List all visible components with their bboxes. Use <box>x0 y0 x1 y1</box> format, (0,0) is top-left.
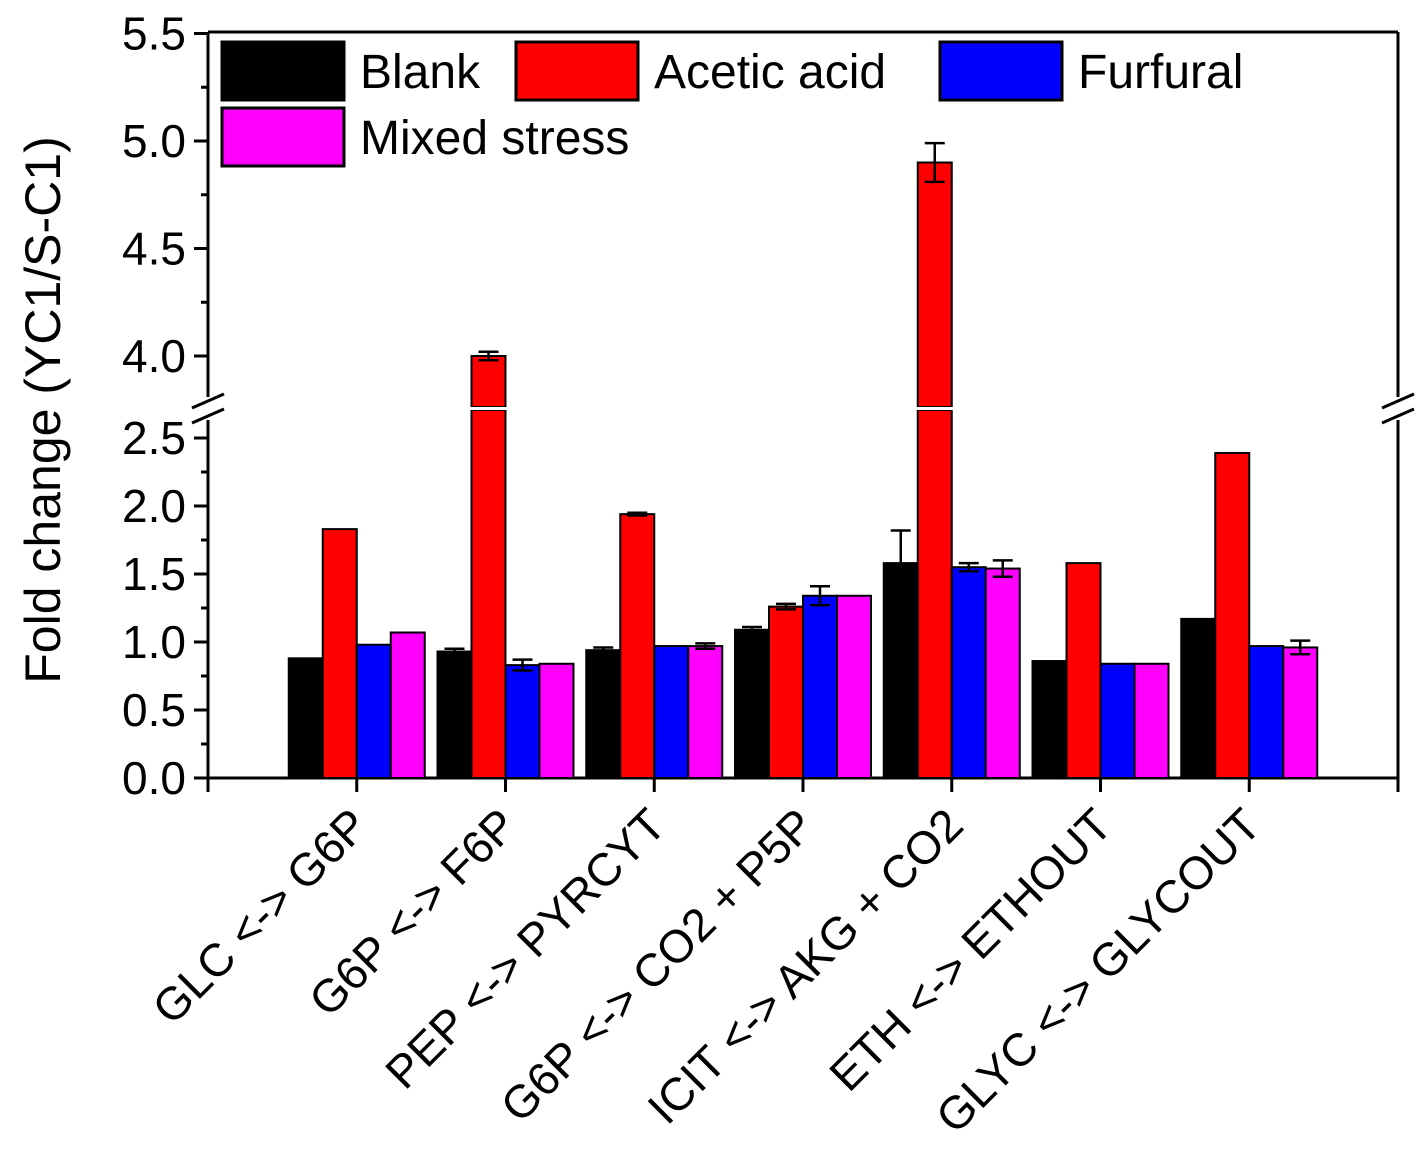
bar <box>653 645 690 780</box>
bar <box>470 355 507 408</box>
bar <box>470 409 507 779</box>
y-tick-label: 2.0 <box>122 480 186 532</box>
bar <box>1282 646 1319 779</box>
axis-break-mark-right <box>1381 392 1415 410</box>
bar <box>389 631 426 779</box>
bars-layer <box>287 161 1319 780</box>
bar <box>1133 662 1170 780</box>
legend-label: Blank <box>360 46 481 99</box>
bar <box>619 513 656 779</box>
bar <box>734 628 770 780</box>
bar <box>321 528 358 779</box>
y-tick-label: 2.5 <box>122 412 186 464</box>
bar <box>287 657 324 780</box>
bar <box>1031 660 1068 779</box>
bar-break-gap <box>469 407 508 410</box>
axis-break-mark-right <box>1381 407 1415 425</box>
legend-swatch <box>220 106 346 168</box>
y-tick-label: 5.5 <box>122 8 186 60</box>
bar <box>1099 662 1136 780</box>
bar <box>585 649 622 779</box>
bar <box>1248 645 1285 780</box>
legend: Blank Acetic acid Furfural Mixed stress <box>220 40 1243 168</box>
y-tick-label: 5.0 <box>122 115 186 167</box>
y-tick-label: 4.0 <box>122 330 186 382</box>
axis-break-mark-left <box>191 407 225 425</box>
y-axis-title: Fold change (YC1/S-C1) <box>15 136 71 683</box>
error-bars-layer <box>444 141 1311 672</box>
x-tick-label: PEP <-> PYRCYT <box>375 798 675 1098</box>
bar <box>1214 451 1251 779</box>
bar <box>1180 617 1217 779</box>
bar <box>984 567 1021 779</box>
bar <box>687 645 724 780</box>
bar <box>1065 562 1102 779</box>
bar <box>504 664 541 779</box>
bar <box>950 566 987 780</box>
axis-break-mark-left <box>191 392 225 410</box>
bar <box>768 605 804 780</box>
y-tick-label: 0.5 <box>122 684 186 736</box>
legend-swatch <box>220 40 346 102</box>
bar <box>436 650 473 780</box>
bar <box>355 643 392 779</box>
x-tick-label: ETH <-> ETHOUT <box>819 798 1121 1100</box>
bar <box>802 594 838 780</box>
legend-label: Acetic acid <box>654 46 886 99</box>
legend-label: Mixed stress <box>360 112 629 165</box>
legend-swatch <box>514 40 640 102</box>
bar <box>836 594 872 780</box>
y-tick-label: 0.0 <box>122 752 186 804</box>
y-tick-label: 4.5 <box>122 223 186 275</box>
y-tick-label: 1.0 <box>122 616 186 668</box>
bar <box>916 161 953 408</box>
bar <box>916 409 953 779</box>
bar-break-gap <box>915 407 954 410</box>
legend-label: Furfural <box>1078 46 1243 99</box>
y-tick-label: 1.5 <box>122 548 186 600</box>
bar <box>538 662 575 780</box>
legend-swatch <box>938 40 1064 102</box>
